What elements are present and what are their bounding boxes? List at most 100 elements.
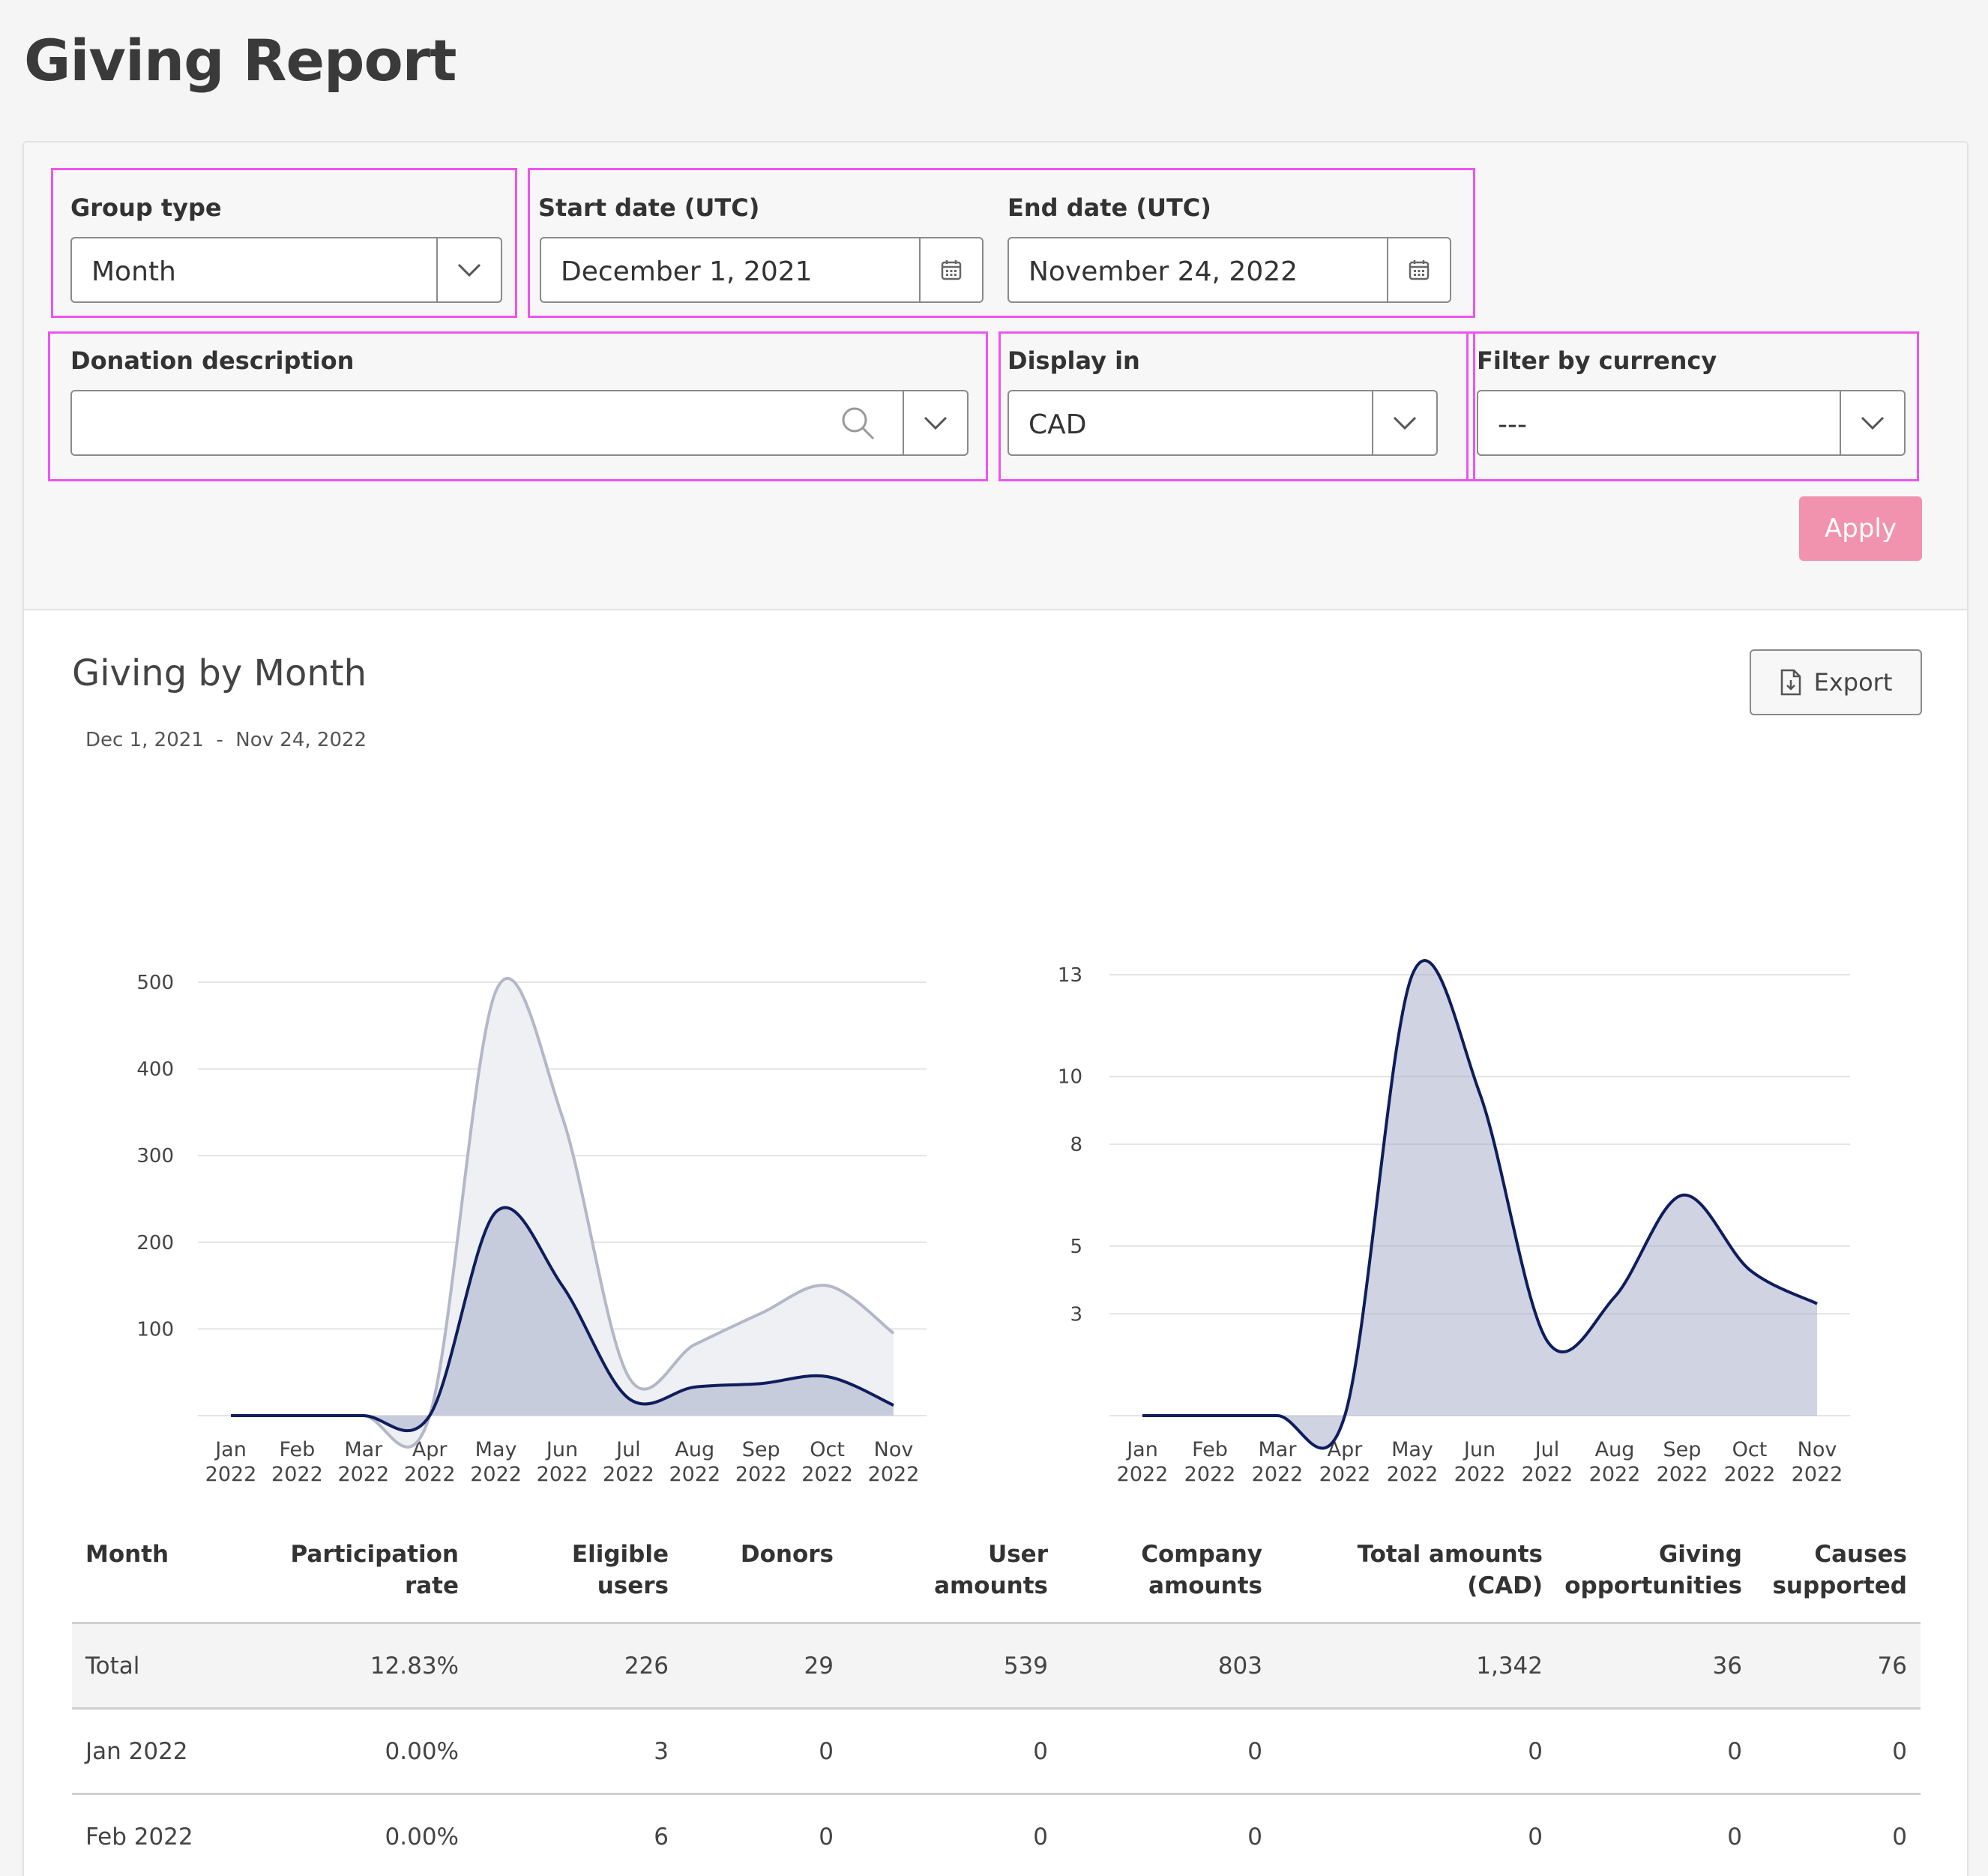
table-cell: 1,342 — [1476, 1653, 1543, 1680]
table-cell: 0 — [1528, 1738, 1543, 1765]
x-tick-label: 2022 — [1454, 1463, 1506, 1486]
start-date-input[interactable]: December 1, 2021 — [540, 237, 984, 303]
display-in-value: CAD — [1028, 409, 1087, 440]
table-cell: 0.00% — [385, 1824, 459, 1851]
filter-currency-select[interactable]: --- — [1477, 390, 1906, 456]
series-area-0 — [1142, 960, 1817, 1449]
table-row: Feb 2022 0.00% 6 0 0 0 0 0 0 — [72, 1795, 1921, 1876]
start-date-label: Start date (UTC) — [538, 193, 760, 222]
x-tick-label: Nov — [874, 1438, 914, 1461]
column-header: Month — [85, 1541, 169, 1568]
x-tick-label: Jun — [1463, 1438, 1495, 1461]
filter-currency-label: Filter by currency — [1477, 346, 1717, 375]
chevron-down-icon — [1861, 416, 1885, 430]
donation-description-dropdown-button[interactable] — [903, 391, 967, 454]
column-header: Causes supported — [1772, 1541, 1907, 1599]
x-tick-label: Feb — [279, 1438, 315, 1461]
table-cell: 0 — [1528, 1824, 1543, 1851]
table-cell: 0 — [1033, 1738, 1048, 1765]
table-cell: 0 — [1892, 1824, 1907, 1851]
series-line-1 — [231, 976, 895, 1449]
display-in-select[interactable]: CAD — [1007, 390, 1438, 456]
range-to: Nov 24, 2022 — [235, 729, 367, 751]
table-cell: 0 — [1727, 1824, 1742, 1851]
start-date-calendar-button[interactable] — [919, 238, 982, 301]
y-tick-label: 100 — [136, 1318, 174, 1341]
column-header: Donors — [740, 1541, 834, 1568]
table-cell: 0 — [1247, 1738, 1262, 1765]
x-tick-label: 2022 — [1387, 1463, 1439, 1486]
giving-table: Month Participation rate Eligible users Donor… — [72, 1522, 1921, 1876]
y-tick-label: 400 — [136, 1059, 174, 1081]
column-header: User amounts — [934, 1541, 1048, 1599]
x-tick-label: 2022 — [735, 1463, 787, 1486]
y-tick-label: 200 — [136, 1232, 174, 1254]
x-tick-label: May — [1391, 1438, 1433, 1461]
table-cell: 0 — [819, 1738, 834, 1765]
x-tick-label: Oct — [810, 1438, 845, 1461]
x-tick-label: Jan — [1125, 1438, 1158, 1461]
donation-description-input[interactable] — [70, 390, 969, 456]
end-date-input[interactable]: November 24, 2022 — [1007, 237, 1451, 303]
table-cell: 0 — [1247, 1824, 1262, 1851]
display-in-label: Display in — [1007, 346, 1140, 375]
export-label: Export — [1813, 668, 1893, 697]
table-cell: 0 — [1892, 1738, 1907, 1765]
y-tick-label: 8 — [1070, 1134, 1082, 1156]
x-tick-label: Oct — [1732, 1438, 1768, 1461]
page-title: Giving Report — [24, 27, 457, 94]
donation-description-highlight — [48, 331, 988, 481]
x-tick-label: 2022 — [1184, 1463, 1236, 1486]
y-tick-label: 3 — [1070, 1303, 1082, 1326]
display-in-dropdown-button[interactable] — [1372, 391, 1436, 454]
file-download-icon — [1780, 669, 1801, 696]
search-icon — [842, 407, 875, 440]
table-cell: Feb 2022 — [85, 1824, 193, 1851]
x-tick-label: Sep — [742, 1438, 780, 1461]
table-header: Month Participation rate Eligible users Donor… — [72, 1522, 1921, 1624]
table-cell: 539 — [1003, 1653, 1048, 1680]
filter-currency-dropdown-button[interactable] — [1840, 391, 1904, 454]
table-cell: 226 — [624, 1653, 669, 1680]
group-type-highlight — [51, 168, 517, 318]
range-from: Dec 1, 2021 — [85, 729, 204, 751]
x-tick-label: 2022 — [1724, 1463, 1776, 1486]
y-tick-label: 300 — [136, 1145, 174, 1167]
x-tick-label: 2022 — [337, 1463, 389, 1486]
table-cell: 6 — [654, 1824, 669, 1851]
series-area-0 — [231, 1207, 894, 1431]
table-cell: Jan 2022 — [85, 1738, 188, 1765]
report-title: Giving by Month — [72, 652, 367, 694]
apply-button[interactable]: Apply — [1799, 496, 1922, 561]
y-tick-label: 500 — [136, 972, 174, 994]
table-cell: 76 — [1877, 1653, 1907, 1680]
x-tick-label: Jan — [214, 1438, 247, 1461]
start-date-value: December 1, 2021 — [561, 256, 813, 287]
x-tick-label: 2022 — [669, 1463, 720, 1486]
table-cell: Total — [85, 1653, 140, 1680]
x-tick-label: 2022 — [271, 1463, 323, 1486]
table-cell: 12.83% — [370, 1653, 459, 1680]
table-cell: 0 — [1033, 1824, 1048, 1851]
x-tick-label: 2022 — [1522, 1463, 1573, 1486]
filter-currency-value: --- — [1498, 409, 1527, 440]
calendar-icon — [941, 260, 962, 280]
end-date-calendar-button[interactable] — [1387, 238, 1450, 301]
group-type-select[interactable]: Month — [70, 237, 502, 303]
x-tick-label: 2022 — [1252, 1463, 1304, 1486]
x-tick-label: Jun — [545, 1438, 578, 1461]
group-type-dropdown-button[interactable] — [436, 238, 501, 301]
export-button[interactable]: Export — [1750, 649, 1922, 715]
x-tick-label: 2022 — [603, 1463, 654, 1486]
x-tick-label: 2022 — [1657, 1463, 1708, 1486]
table-cell: 0 — [1727, 1738, 1742, 1765]
column-header: Total amounts (CAD) — [1357, 1541, 1543, 1599]
table-cell: 36 — [1712, 1653, 1742, 1680]
column-header: Eligible users — [571, 1541, 669, 1599]
x-tick-label: Jul — [1534, 1438, 1560, 1461]
chevron-down-icon — [457, 263, 481, 277]
table-row: Jan 2022 0.00% 3 0 0 0 0 0 0 — [72, 1710, 1921, 1795]
x-tick-label: Feb — [1192, 1438, 1228, 1461]
table-cell: 0 — [819, 1824, 834, 1851]
display-in-highlight — [998, 331, 1475, 481]
